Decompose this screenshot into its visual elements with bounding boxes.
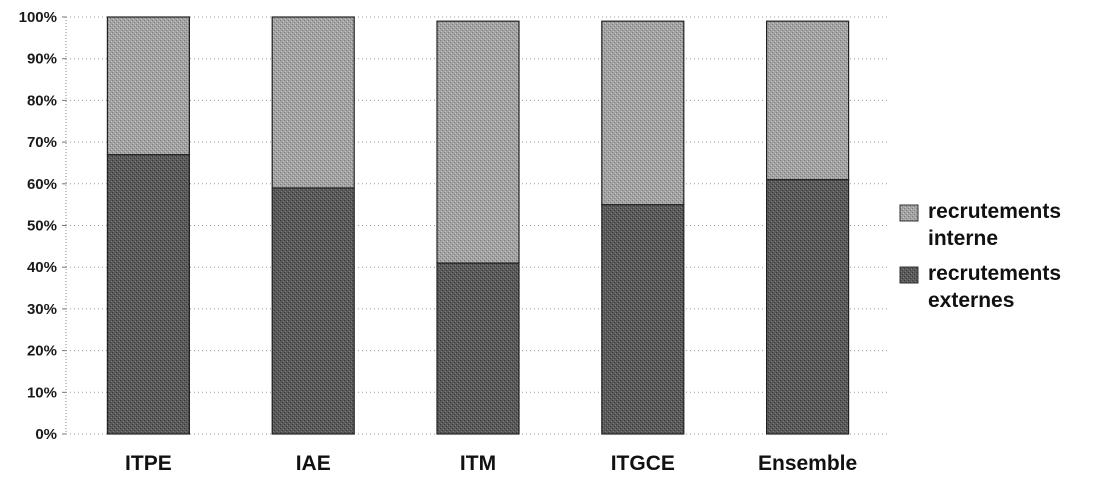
bar-segment-externes (106, 154, 191, 435)
y-tick-label: 70% (27, 134, 57, 151)
y-tick-label: 90% (27, 51, 57, 68)
legend-swatch (899, 204, 919, 222)
y-tick-label: 0% (35, 426, 57, 443)
bar-segment-externes (436, 262, 520, 435)
bars (106, 16, 850, 435)
y-tick-label: 30% (27, 301, 57, 318)
x-category-label: Ensemble (758, 452, 857, 475)
x-axis-labels: ITPE IAE ITM ITGCE Ensemble (125, 452, 857, 475)
y-tick-label: 10% (27, 384, 57, 401)
x-category-label: ITGCE (611, 452, 675, 475)
y-axis: 0% 10% 20% 30% 40% 50% 60% 70% 80% 90% 100% (19, 9, 67, 443)
bar-segment-externes (601, 204, 685, 435)
x-category-label: ITPE (125, 452, 172, 475)
bar-segment-interne (271, 16, 355, 189)
legend-label: recrutements interne (928, 200, 1061, 250)
bar-segment-interne (765, 20, 850, 181)
legend-label: recrutements externes (928, 262, 1061, 312)
bar-segment-externes (765, 179, 850, 435)
y-tick-label: 60% (27, 176, 57, 193)
y-tick-label: 20% (27, 343, 57, 360)
bar-segment-externes (271, 187, 355, 435)
x-category-label: IAE (296, 452, 331, 475)
legend-swatch (899, 266, 919, 284)
bar-segment-interne (106, 16, 191, 156)
y-tick-label: 100% (19, 9, 57, 26)
bar-segment-interne (601, 20, 685, 206)
y-tick-label: 50% (27, 218, 57, 235)
legend: recrutements interne recrutements externes (899, 200, 1061, 312)
x-category-label: ITM (460, 452, 496, 475)
y-tick-label: 80% (27, 92, 57, 109)
bar-segment-interne (436, 20, 520, 264)
y-tick-label: 40% (27, 259, 57, 276)
